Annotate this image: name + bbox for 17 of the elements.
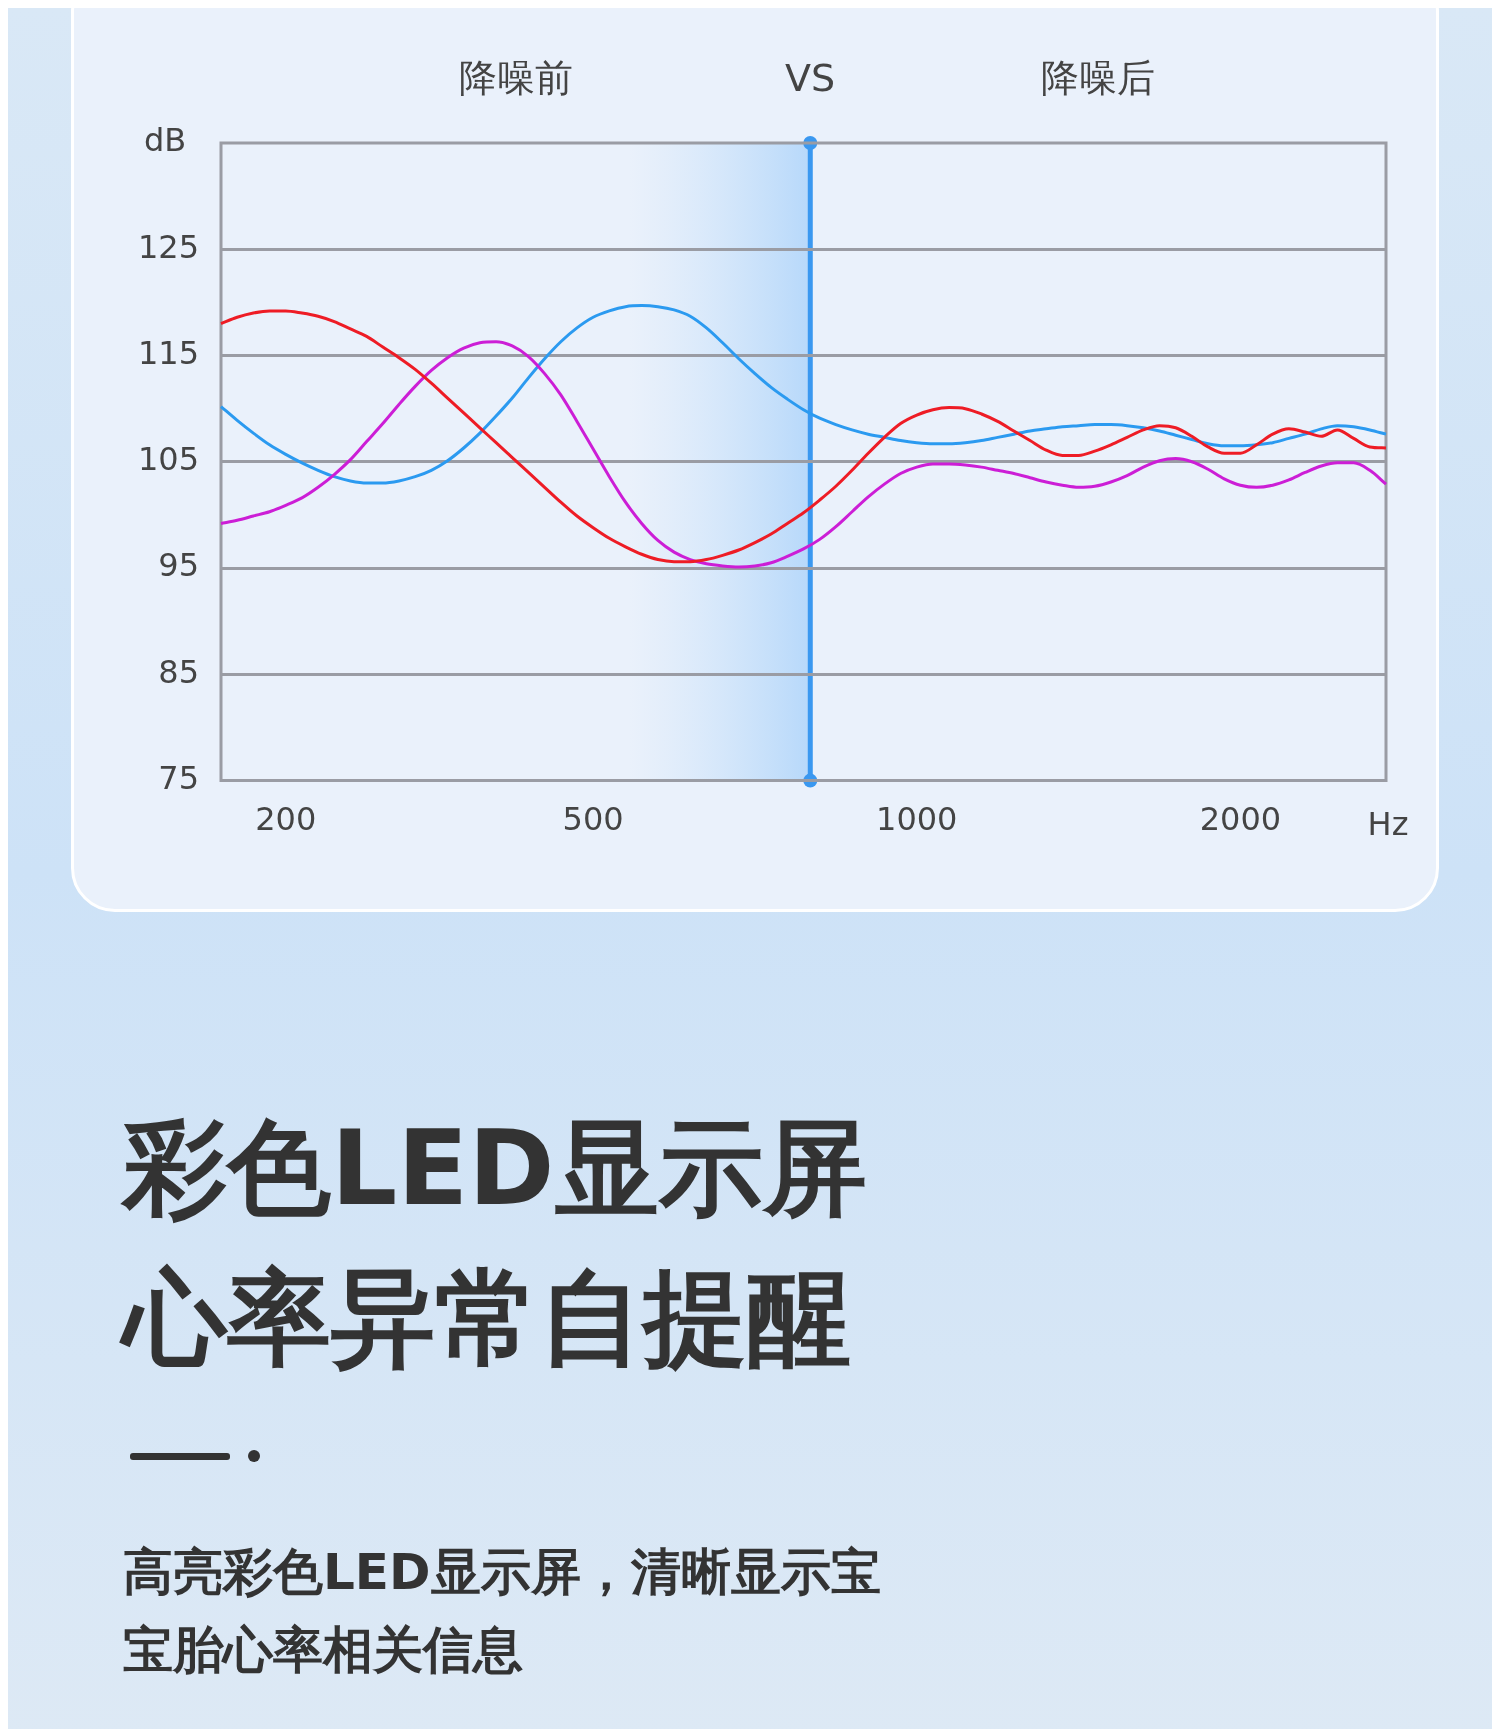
y-axis-title: dB (143, 121, 187, 160)
y-tick-label: 125 (137, 227, 199, 266)
text: 降噪后 (1041, 55, 1156, 100)
x-tick-label: 2000 (1199, 800, 1282, 839)
text: VS (784, 55, 836, 100)
x-axis-title: Hz (1367, 804, 1409, 843)
x-tick-label: 1000 (876, 800, 958, 839)
y-tick-label: 85 (158, 652, 199, 691)
text: 降噪前 (458, 55, 573, 100)
x-tick-label: 500 (562, 800, 624, 839)
y-tick-label: 95 (158, 546, 199, 585)
y-tick-label: 105 (137, 440, 199, 479)
y-tick-label: 115 (137, 333, 199, 372)
y-tick-label: 75 (158, 758, 199, 797)
x-tick-label: 200 (255, 800, 317, 839)
text: 高亮彩色LED显示屏，清晰显示宝宝胎心率相关信息 (123, 1542, 882, 1681)
line-series (219, 304, 1388, 485)
